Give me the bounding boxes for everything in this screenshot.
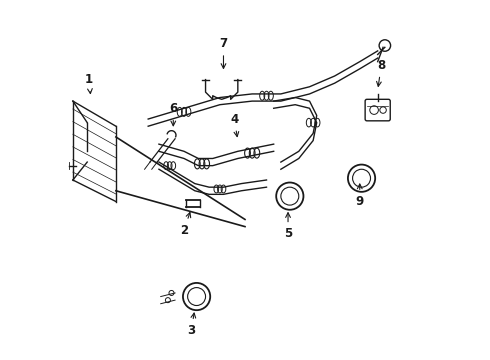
Text: 3: 3 (187, 313, 196, 337)
Text: 8: 8 (377, 59, 386, 86)
Text: 7: 7 (220, 37, 227, 68)
Text: 4: 4 (230, 113, 239, 136)
Text: 1: 1 (85, 73, 93, 94)
Text: 2: 2 (180, 212, 191, 237)
Text: 6: 6 (169, 102, 177, 126)
Text: 5: 5 (284, 213, 292, 240)
Text: 9: 9 (356, 184, 364, 208)
